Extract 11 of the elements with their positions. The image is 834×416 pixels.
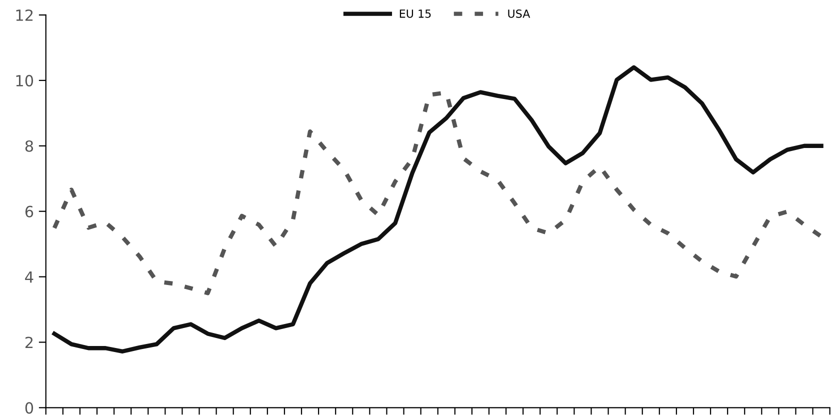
y-tick-label: 2 (25, 336, 33, 348)
legend-label: USA (508, 9, 530, 18)
y-tick-label: 0 (25, 402, 34, 414)
y-tick-label: 6 (25, 206, 34, 218)
line-series (52, 65, 824, 354)
y-tick-label: 12 (16, 9, 33, 21)
line-series (52, 90, 824, 296)
y-tick-label: 10 (16, 74, 34, 86)
y-tick-label: 4 (25, 271, 34, 283)
legend-label: EU 15 (400, 10, 431, 18)
y-tick-label: 8 (25, 140, 34, 152)
